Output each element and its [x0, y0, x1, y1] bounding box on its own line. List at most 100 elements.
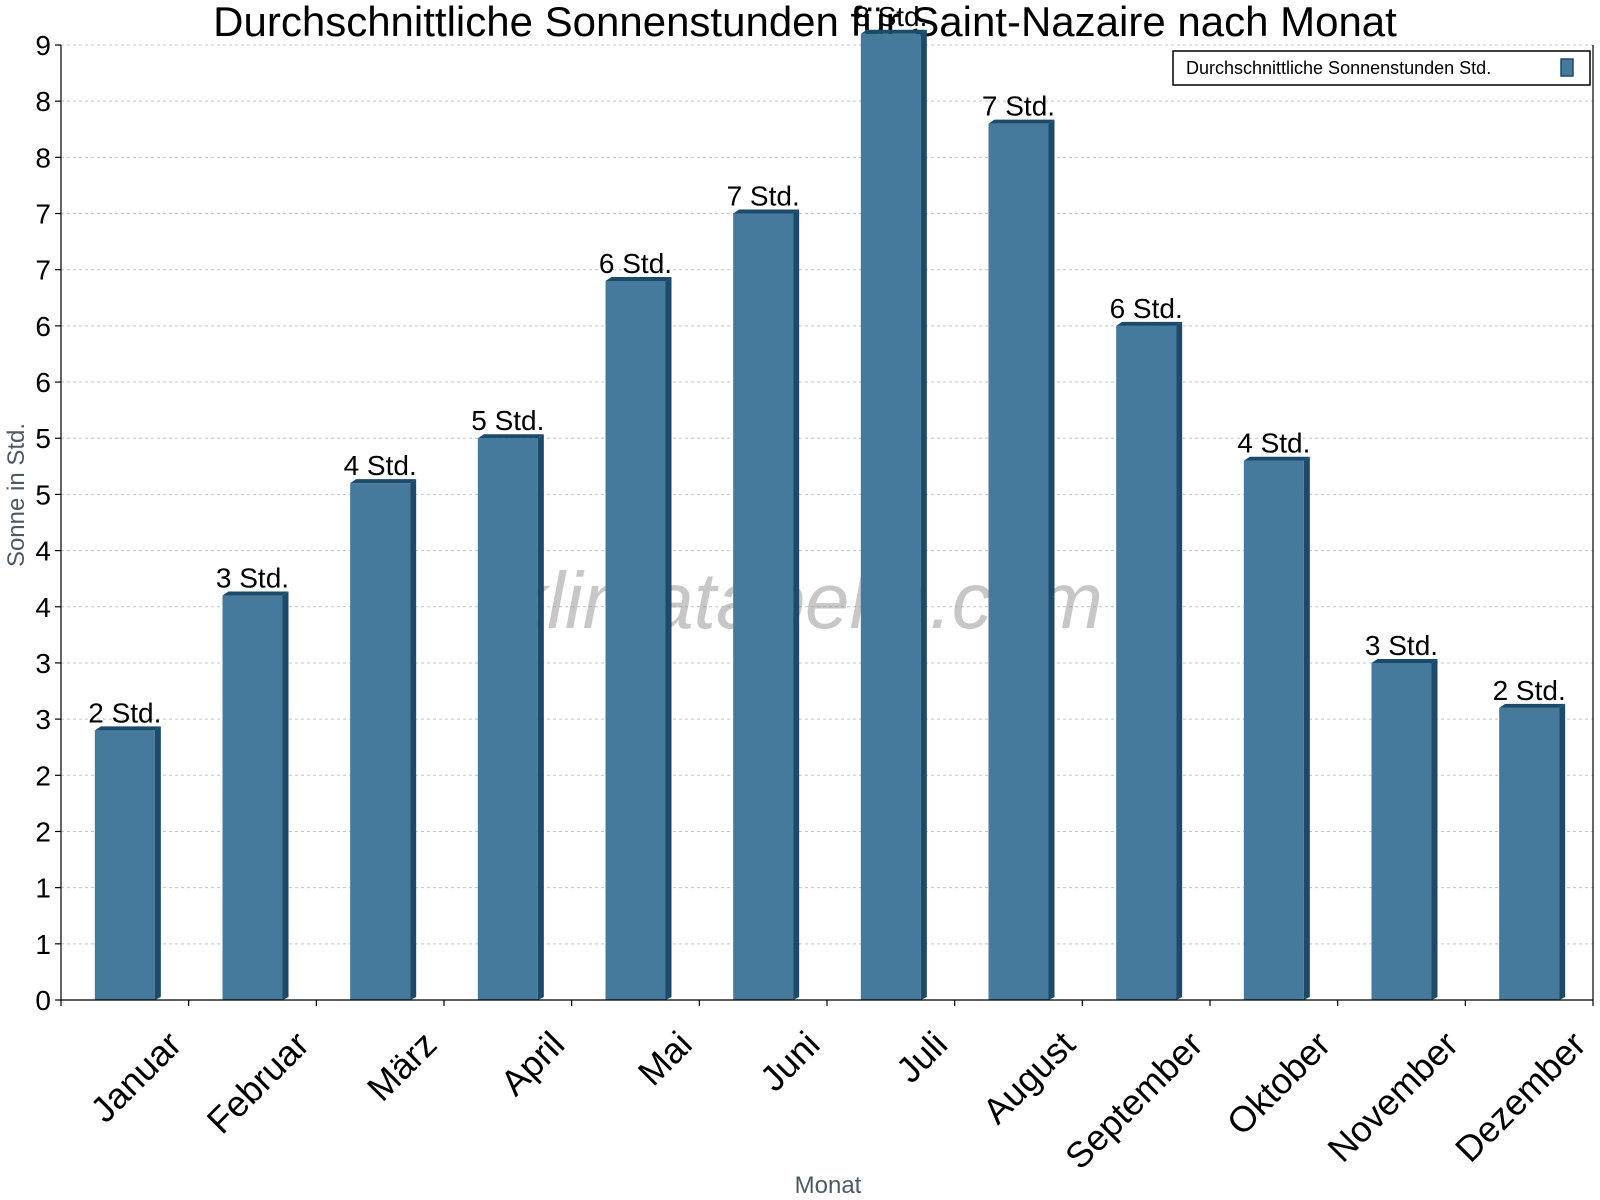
bar-front	[94, 730, 155, 1000]
x-tick-label: Oktober	[1219, 1023, 1339, 1143]
legend-swatch	[1560, 58, 1574, 77]
bar-side	[920, 29, 927, 1000]
chart-title: Durchschnittliche Sonnenstunden für Sain…	[213, 0, 1397, 45]
data-label: 6 Std.	[1110, 293, 1183, 324]
y-tick-label: 2	[35, 760, 51, 791]
x-tick-label: Januar	[82, 1023, 189, 1130]
bar-top	[988, 119, 1055, 124]
bar-top	[860, 29, 927, 34]
y-tick-label: 0	[35, 985, 51, 1016]
y-tick-label: 7	[35, 199, 51, 230]
x-tick-label: April	[492, 1023, 572, 1103]
y-tick-label: 4	[35, 536, 51, 567]
y-tick-label: 5	[35, 479, 51, 510]
bar-side	[1176, 321, 1183, 1001]
bar-front	[222, 595, 283, 1000]
x-tick-label: August	[975, 1023, 1083, 1131]
bar-9	[1116, 321, 1183, 1001]
bar-front	[1243, 460, 1304, 1000]
y-tick-label: 4	[35, 592, 51, 623]
data-label: 3 Std.	[1365, 630, 1438, 661]
data-label: 4 Std.	[344, 450, 417, 481]
bar-front	[605, 280, 666, 1000]
bar-front	[988, 123, 1049, 1001]
data-label: 7 Std.	[982, 91, 1055, 122]
x-tick-label: Juli	[888, 1023, 955, 1090]
bar-1	[94, 726, 161, 1000]
legend: Durchschnittliche Sonnenstunden Std.	[1172, 50, 1591, 86]
bar-6	[733, 209, 800, 1000]
bar-10	[1243, 456, 1310, 1000]
bar-side	[537, 434, 544, 1000]
data-label: 5 Std.	[471, 405, 544, 436]
bar-top	[1243, 456, 1310, 461]
x-tick-label: September	[1057, 1023, 1211, 1177]
bar-top	[94, 726, 161, 731]
bars	[94, 29, 1566, 1001]
y-tick-label: 3	[35, 648, 51, 679]
bar-side	[410, 479, 417, 1000]
bar-side	[665, 276, 672, 1000]
bar-top	[733, 209, 800, 214]
data-label: 4 Std.	[1237, 428, 1310, 459]
y-tick-label: 1	[35, 873, 51, 904]
bar-top	[1116, 321, 1183, 326]
bar-top	[222, 591, 289, 596]
x-tick-label: Februar	[199, 1023, 317, 1141]
y-tick-label: 6	[35, 311, 51, 342]
bar-top	[477, 434, 544, 439]
y-tick-label: 8	[35, 142, 51, 173]
bar-5	[605, 276, 672, 1000]
x-tick-label: Dezember	[1447, 1023, 1593, 1169]
bar-front	[1499, 707, 1560, 1000]
data-label: 6 Std.	[599, 248, 672, 279]
bar-front	[860, 33, 921, 1000]
legend-box	[1172, 50, 1591, 86]
data-label: 2 Std.	[1493, 675, 1566, 706]
data-labels: 2 Std. 3 Std. 4 Std. 5 Std. 6 Std. 7 Std. 8 St…	[88, 1, 1566, 729]
data-label: 2 Std.	[88, 697, 161, 728]
grid-lines	[61, 44, 1593, 945]
bar-side	[1431, 658, 1438, 1000]
bar-8	[988, 119, 1055, 1001]
bar-2	[222, 591, 289, 1000]
x-tick-label: November	[1319, 1023, 1465, 1169]
bar-front	[1371, 662, 1432, 1000]
bar-12	[1499, 703, 1566, 1000]
x-tick-label: Juni	[752, 1023, 828, 1099]
bar-3	[350, 479, 417, 1000]
y-tick-label: 8	[35, 86, 51, 117]
y-tick-label: 9	[35, 30, 51, 61]
bar-top	[1499, 703, 1566, 708]
y-tick-label: 3	[35, 704, 51, 735]
bar-side	[793, 209, 800, 1000]
x-tick-label: Mai	[630, 1023, 700, 1093]
data-label: 8 Std.	[854, 1, 927, 32]
bar-side	[1303, 456, 1310, 1000]
bar-side	[282, 591, 289, 1000]
y-axis-title: Sonne in Std.	[3, 423, 30, 567]
bar-side	[1559, 703, 1566, 1000]
legend-label: Durchschnittliche Sonnenstunden Std.	[1186, 58, 1491, 78]
bar-side	[1048, 119, 1055, 1001]
x-tick-label: März	[359, 1023, 445, 1109]
data-label: 7 Std.	[727, 181, 800, 212]
y-tick-label: 1	[35, 929, 51, 960]
bar-front	[477, 438, 538, 1000]
bar-top	[350, 479, 417, 484]
y-tick-label: 6	[35, 367, 51, 398]
bar-4	[477, 434, 544, 1000]
data-label: 3 Std.	[216, 563, 289, 594]
y-tick-label: 7	[35, 255, 51, 286]
y-tick-label: 5	[35, 423, 51, 454]
bar-front	[1116, 325, 1177, 1001]
bar-front	[733, 213, 794, 1000]
bar-top	[605, 276, 672, 281]
bar-7	[860, 29, 927, 1000]
bar-front	[350, 483, 411, 1000]
y-tick-label: 2	[35, 816, 51, 847]
x-axis-title: Monat	[795, 1172, 862, 1199]
bar-11	[1371, 658, 1438, 1000]
bar-top	[1371, 658, 1438, 663]
